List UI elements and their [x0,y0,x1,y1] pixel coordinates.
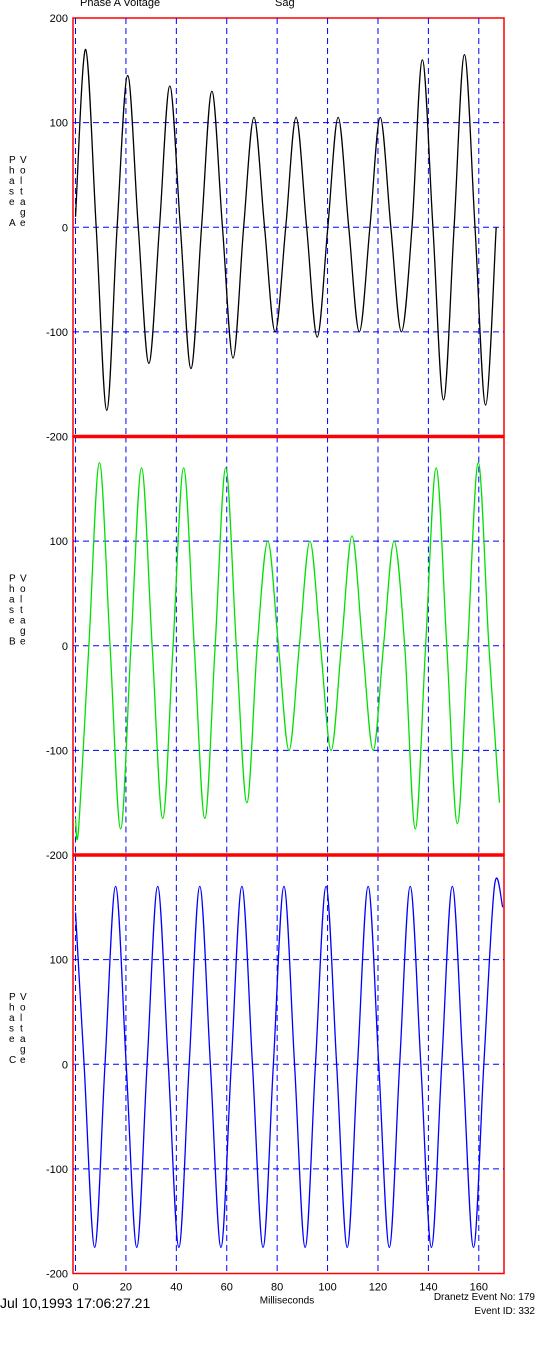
y-tick-label: 200 [50,13,68,25]
y-axis-label-letter: C [9,1055,16,1066]
y-axis-label-letter: l [20,1013,22,1024]
y-axis-label-letter: g [20,208,26,219]
y-tick-label: -200 [46,850,68,862]
y-axis-label-letter: h [9,584,15,595]
line-series [74,877,504,1248]
y-tick-label: 100 [50,118,68,130]
y-tick-label: 0 [62,1059,68,1071]
y-axis-label-letter: a [20,197,26,208]
y-axis-label-letter: e [20,637,26,648]
y-axis-label-letter: h [9,166,15,177]
y-axis-label-letter: P [9,574,16,585]
y-axis-label-letter: A [9,218,16,229]
y-axis-label-letter: g [20,626,26,637]
y-axis-label-letter: t [20,605,23,616]
y-tick-label: -100 [46,745,68,757]
event-id: Event ID: 332 [474,1306,535,1317]
x-tick-label: 120 [369,1282,387,1294]
y-axis-label-letter: t [20,1024,23,1035]
y-axis-label-letter: P [9,155,16,166]
y-tick-label: 100 [50,955,68,967]
y-tick-label: -100 [46,327,68,339]
line-series [74,462,501,840]
y-tick-label: 100 [50,536,68,548]
y-axis-label-letter: s [9,187,14,198]
chart-title: Phase A Voltage [80,0,160,9]
y-axis-label-letter [9,1045,12,1056]
y-tick-label: -200 [46,432,68,444]
y-tick-label: 0 [62,641,68,653]
x-tick-label: 60 [221,1282,233,1294]
line-series [74,48,497,411]
y-axis-label-letter [9,626,12,637]
x-axis-label: Milliseconds [260,1296,314,1307]
y-axis-label-letter: e [20,1055,26,1066]
y-axis-label-letter: a [9,176,15,187]
x-tick-label: 40 [170,1282,182,1294]
y-tick-label: 0 [62,222,68,234]
y-axis-label-letter: s [9,605,14,616]
y-axis-label-letter: o [20,1003,26,1014]
chart-subtitle: Sag [275,0,295,9]
y-tick-label: -100 [46,1164,68,1176]
event-number: Dranetz Event No: 179 [434,1292,536,1303]
y-axis-label-letter [9,208,12,219]
y-axis-label-letter: s [9,1024,14,1035]
y-axis-label-letter: V [20,155,27,166]
y-axis-label-letter: g [20,1045,26,1056]
x-tick-label: 0 [72,1282,78,1294]
y-axis-label-letter: B [9,637,16,648]
y-axis-label-letter: a [9,1013,15,1024]
y-axis-label-letter: P [9,992,16,1003]
y-axis-label-letter: a [20,1034,26,1045]
x-tick-label: 160 [470,1282,488,1294]
x-tick-label: 80 [271,1282,283,1294]
y-axis-label-letter: l [20,595,22,606]
y-axis-label-letter: e [9,616,15,627]
y-tick-label: -200 [46,1269,68,1281]
x-tick-label: 20 [120,1282,132,1294]
x-tick-label: 100 [318,1282,336,1294]
y-axis-label-letter: V [20,992,27,1003]
y-axis-label-letter: e [9,197,15,208]
y-axis-label-letter: V [20,574,27,585]
y-axis-label-letter: e [20,218,26,229]
y-axis-label-letter: h [9,1003,15,1014]
timestamp: Jul 10,1993 17:06:27.21 [0,1295,150,1311]
y-axis-label-letter: e [9,1034,15,1045]
y-axis-label-letter: a [9,595,15,606]
y-axis-label-letter: o [20,166,26,177]
x-tick-label: 140 [419,1282,437,1294]
y-axis-label-letter: o [20,584,26,595]
y-axis-label-letter: a [20,616,26,627]
y-axis-label-letter: l [20,176,22,187]
y-axis-label-letter: t [20,187,23,198]
